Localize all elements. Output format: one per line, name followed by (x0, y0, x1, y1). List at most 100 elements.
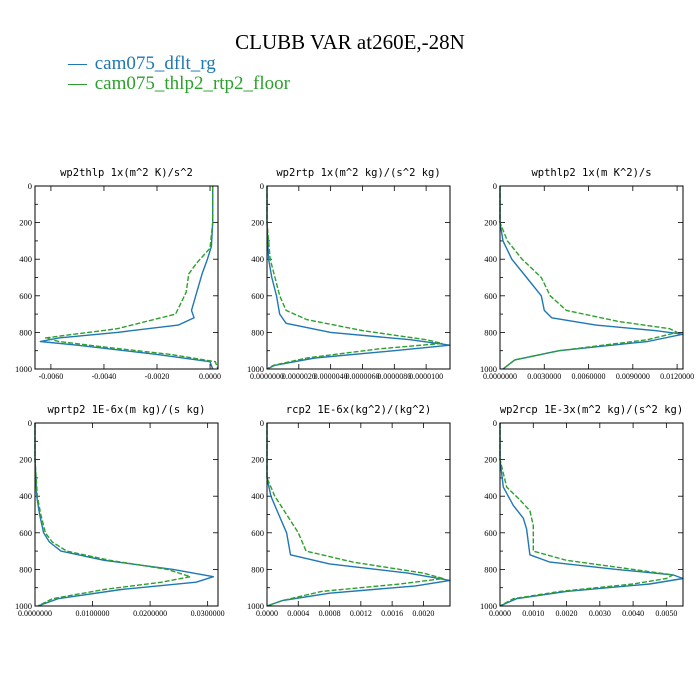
y-tick-label: 600 (251, 528, 264, 538)
x-tick-label: 0.0060000 (572, 372, 606, 381)
series-line-0 (499, 423, 684, 607)
series-line-1 (266, 186, 443, 370)
y-tick-label: 600 (19, 291, 32, 301)
x-tick-label: 0.0000 (256, 609, 278, 618)
legend-marker-0: — (67, 53, 88, 74)
x-tick-label: 0.0040 (622, 609, 644, 618)
y-tick-label: 400 (251, 491, 264, 501)
x-tick-label: 0.0000020 (282, 372, 316, 381)
x-tick-label: -0.0040 (92, 372, 117, 381)
x-tick-label: 0.0012 (350, 609, 372, 618)
legend-entry-1: — cam075_thlp2_rtp2_floor (67, 73, 291, 94)
y-tick-label: 200 (19, 455, 32, 465)
y-tick-label: 1000 (247, 364, 264, 374)
x-tick-label: 0.0008 (319, 609, 341, 618)
y-tick-label: 600 (251, 291, 264, 301)
series-line-1 (44, 186, 219, 370)
x-tick-label: -0.0020 (145, 372, 170, 381)
x-tick-label: 0.0000000 (250, 372, 284, 381)
series-line-0 (266, 186, 451, 370)
series-line-0 (34, 423, 215, 607)
x-tick-label: 0.0000000 (18, 609, 52, 618)
x-tick-label: 0.0000000 (483, 372, 517, 381)
x-tick-label: 0.0090000 (616, 372, 650, 381)
chart-panel-0: wp2thlp 1x(m^2 K)/s^2 0 200 400 600 800 1000 -0… (15, 167, 221, 381)
x-tick-label: 0.0010 (522, 609, 544, 618)
x-tick-label: -0.0060 (39, 372, 64, 381)
y-tick-label: 200 (484, 218, 497, 228)
y-tick-label: 1000 (480, 364, 497, 374)
legend-label-0: cam075_dflt_rg (95, 53, 217, 74)
plot-frame (34, 422, 219, 607)
series-line-1 (34, 423, 192, 607)
chart-panel-5: wp2rcp 1E-3x(m^2 kg)/(s^2 kg)0 200 400 600 8… (480, 404, 684, 618)
y-tick-label: 0 (28, 181, 32, 191)
x-tick-label: 0.0030000 (527, 372, 561, 381)
y-tick-label: 600 (484, 528, 497, 538)
x-tick-label: 0.0000040 (314, 372, 348, 381)
series-line-0 (499, 186, 684, 370)
chart-panel-2: wpthlp2 1x(m K^2)/s020040060080010000.00… (480, 167, 694, 381)
series-line-0 (266, 423, 451, 607)
panel-title: wp2rcp 1E-3x(m^2 kg)/(s^2 kg) (500, 404, 683, 416)
y-tick-label: 400 (19, 491, 32, 501)
panel-title: wprtp2 1E-6x(m kg)/(s kg) (47, 404, 205, 416)
x-tick-label: 0.0016 (381, 609, 403, 618)
y-tick-label: 0 (260, 418, 264, 428)
plot-frame (266, 185, 451, 370)
y-tick-label: 0 (493, 181, 497, 191)
x-tick-label: 0.0000080 (377, 372, 411, 381)
x-tick-label: 0.0000100 (409, 372, 443, 381)
x-tick-label: 0.0020 (556, 609, 578, 618)
y-tick-label: 1000 (15, 364, 32, 374)
y-tick-label: 800 (251, 564, 264, 574)
y-tick-label: 400 (484, 254, 497, 264)
y-tick-label: 800 (251, 327, 264, 337)
legend-marker-1: — (67, 73, 88, 94)
y-tick-label: 800 (484, 564, 497, 574)
panel-title: wp2rtp 1x(m^2 kg)/(s^2 kg) (276, 167, 440, 179)
figure-title: CLUBB VAR at260E,-28N (235, 30, 465, 54)
chart-panel-4: rcp2 1E-6x(kg^2)/(kg^2) 0 200 400 600 800 1000… (247, 404, 451, 618)
x-tick-label: 0.0000 (489, 609, 511, 618)
y-tick-label: 600 (19, 528, 32, 538)
y-tick-label: 200 (19, 218, 32, 228)
y-tick-label: 0 (493, 418, 497, 428)
y-tick-label: 800 (19, 327, 32, 337)
plot-frame (266, 422, 451, 607)
y-tick-label: 800 (19, 564, 32, 574)
y-tick-label: 800 (484, 327, 497, 337)
x-tick-label: 0.0030 (589, 609, 611, 618)
series-line-1 (499, 423, 674, 607)
y-tick-label: 1000 (15, 601, 32, 611)
panel-title: wp2thlp 1x(m^2 K)/s^2 (60, 167, 193, 179)
x-tick-label: 0.0100000 (76, 609, 110, 618)
x-tick-label: 0.0004 (287, 609, 309, 618)
x-tick-label: 0.0300000 (191, 609, 225, 618)
y-tick-label: 400 (484, 491, 497, 501)
x-tick-label: 0.0120000 (660, 372, 694, 381)
legend: — cam075_dflt_rg — cam075_thlp2_rtp2_flo… (67, 53, 291, 94)
y-tick-label: 1000 (480, 601, 497, 611)
plot-frame (499, 422, 684, 607)
plot-frame (499, 185, 684, 370)
chart-panels: wp2thlp 1x(m^2 K)/s^2 0 200 400 600 800 1000 -0… (15, 167, 694, 618)
x-tick-label: 0.0020 (412, 609, 434, 618)
panel-title: wpthlp2 1x(m K^2)/s (531, 167, 651, 179)
y-tick-label: 400 (251, 254, 264, 264)
chart-panel-1: wp2rtp 1x(m^2 kg)/(s^2 kg) 0 200 400 600 800 1… (247, 167, 451, 381)
y-tick-label: 200 (251, 455, 264, 465)
y-tick-label: 0 (28, 418, 32, 428)
y-tick-label: 400 (19, 254, 32, 264)
panel-title: rcp2 1E-6x(kg^2)/(kg^2) (286, 404, 431, 416)
legend-label-1: cam075_thlp2_rtp2_floor (95, 73, 291, 94)
x-tick-label: 0.0000 (199, 372, 221, 381)
y-tick-label: 200 (484, 455, 497, 465)
x-tick-label: 0.0000060 (345, 372, 379, 381)
series-line-1 (266, 423, 444, 607)
series-line-1 (499, 186, 678, 370)
legend-entry-0: — cam075_dflt_rg (67, 53, 216, 74)
x-tick-label: 0.0050 (655, 609, 677, 618)
x-tick-label: 0.0200000 (133, 609, 167, 618)
